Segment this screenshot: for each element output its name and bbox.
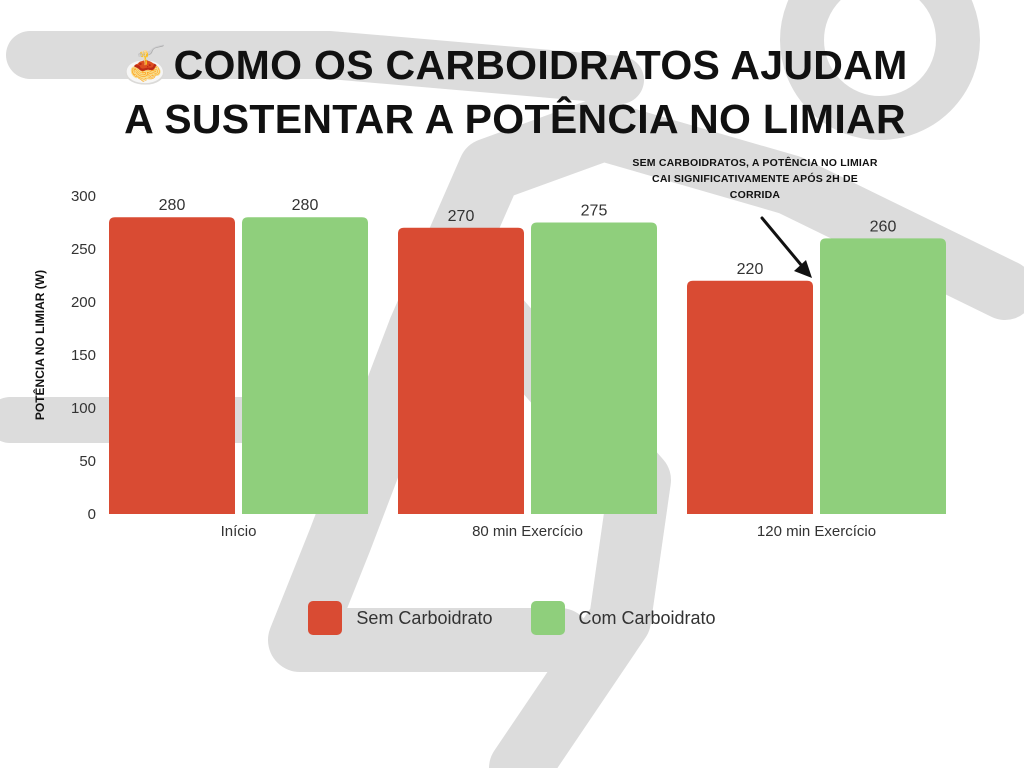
spaghetti-icon: 🍝	[122, 44, 168, 85]
legend: Sem Carboidrato Com Carboidrato	[0, 600, 1024, 636]
bar-sem-carboidrato	[398, 227, 524, 515]
y-tick-label: 250	[71, 241, 96, 258]
x-tick-label: 80 min Exercício	[472, 523, 583, 540]
y-tick-label: 300	[71, 188, 96, 205]
bar-value-label: 280	[292, 197, 319, 214]
title-line-2: A SUSTENTAR A POTÊNCIA NO LIMIAR	[124, 96, 906, 142]
x-tick-label: 120 min Exercício	[757, 523, 876, 540]
y-tick-label: 0	[88, 506, 96, 523]
bar-sem-carboidrato	[687, 280, 813, 514]
annotation-arrow	[760, 216, 812, 278]
bar-value-label: 220	[737, 261, 764, 278]
legend-item-com-carboidrato: Com Carboidrato	[530, 600, 716, 636]
title-line-1-text: COMO OS CARBOIDRATOS AJUDAM	[173, 42, 908, 88]
annotation-arrow-line	[760, 216, 804, 268]
bar-value-label: 280	[159, 197, 186, 214]
legend-label-com-carboidrato: Com Carboidrato	[578, 607, 716, 628]
legend-label-sem-carboidrato: Sem Carboidrato	[356, 607, 493, 628]
title-line-1: 🍝 COMO OS CARBOIDRATOS AJUDAM	[100, 38, 930, 92]
y-tick-label: 150	[71, 347, 96, 364]
legend-item-sem-carboidrato: Sem Carboidrato	[308, 600, 493, 636]
bar-sem-carboidrato	[109, 217, 235, 514]
bar-value-label: 270	[448, 208, 475, 225]
y-tick-label: 200	[71, 294, 96, 311]
bar-com-carboidrato	[820, 238, 946, 514]
bar-com-carboidrato	[242, 217, 368, 514]
annotation-arrow-head	[794, 260, 812, 278]
annotation-text: SEM CARBOIDRATOS, A POTÊNCIA NO LIMIAR C…	[632, 157, 878, 201]
bar-value-label: 275	[581, 203, 608, 220]
chart-title: 🍝 COMO OS CARBOIDRATOS AJUDAM A SUSTENTAR…	[100, 38, 930, 146]
y-axis-label: POTÊNCIA NO LIMIAR (W)	[32, 270, 47, 420]
x-tick-label: Início	[221, 523, 257, 540]
bar-value-label: 260	[870, 218, 897, 235]
y-tick-label: 100	[71, 400, 96, 417]
legend-swatch-sem-carboidrato	[308, 601, 343, 635]
y-tick-label: 50	[79, 453, 96, 470]
bar-com-carboidrato	[531, 222, 657, 514]
legend-swatch-com-carboidrato	[530, 601, 565, 635]
